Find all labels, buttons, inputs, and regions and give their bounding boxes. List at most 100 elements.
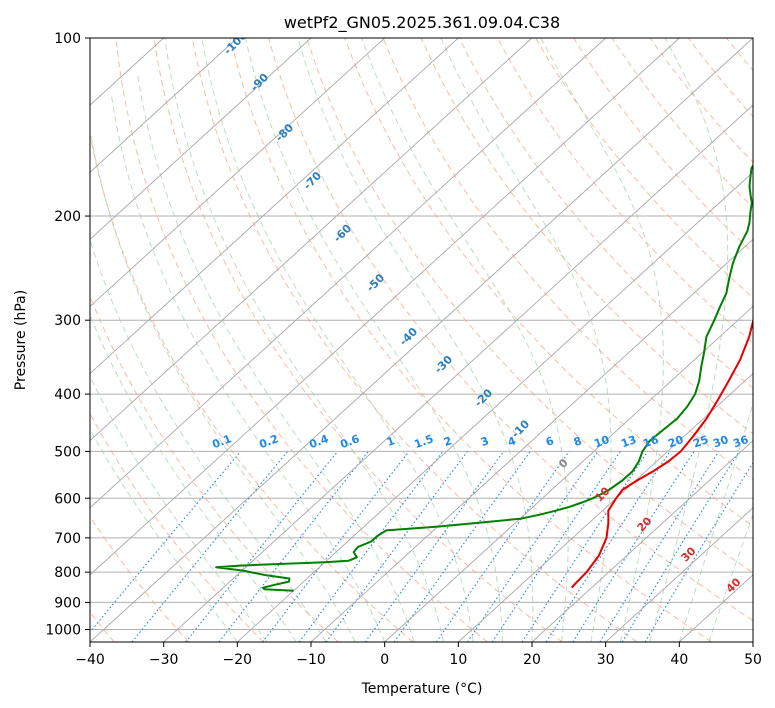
dry-adiabat xyxy=(687,38,753,118)
isotherm-line xyxy=(90,38,459,375)
y-tick-label: 700 xyxy=(54,531,81,547)
moist-adiabat-label: 20 xyxy=(635,514,655,534)
mixing-ratio-line xyxy=(467,451,599,642)
x-tick-label: 30 xyxy=(597,652,615,668)
dry-adiabat-label: -70 xyxy=(301,169,324,192)
y-tick-label: 900 xyxy=(54,595,81,611)
isotherm-line xyxy=(90,38,238,173)
mixing-ratio-line xyxy=(298,451,444,642)
dry-adiabat xyxy=(153,38,563,642)
x-axis-ticks: −40 −30 −20 −10 0 10 20 30 40 50 xyxy=(75,642,762,668)
moist-adiabat xyxy=(90,126,356,642)
y-tick-label: 600 xyxy=(54,491,81,507)
chart-title: wetPf2_GN05.2025.361.09.04.C38 xyxy=(284,13,560,33)
y-tick-label: 200 xyxy=(54,209,81,225)
mixing-ratio-line xyxy=(621,451,740,642)
plot-area: -100-90-80-70-60-50-40-30-20-10010203040… xyxy=(90,38,775,642)
isotherm-line xyxy=(90,38,385,308)
isotherm-line xyxy=(752,641,753,642)
dry-adiabat xyxy=(535,38,753,299)
dry-adiabat xyxy=(90,515,190,642)
mixing-ratio-label: 4 xyxy=(506,434,518,449)
dry-adiabat xyxy=(229,38,712,642)
dewpoint-profile-line xyxy=(215,163,753,592)
dry-adiabat-label: -30 xyxy=(432,353,455,376)
x-tick-label: 10 xyxy=(449,652,467,668)
mixing-ratio-label: 0.1 xyxy=(210,432,233,451)
y-tick-label: 1000 xyxy=(45,622,81,638)
x-tick-label: −40 xyxy=(75,652,105,668)
y-axis-ticks: 100 200 300 400 500 600 700 800 900 1000 xyxy=(45,31,90,638)
dry-adiabat xyxy=(90,132,414,642)
y-tick-label: 100 xyxy=(54,31,81,47)
dry-adiabat xyxy=(90,412,264,642)
isotherm-line xyxy=(458,372,753,642)
y-tick-label: 300 xyxy=(54,313,81,329)
mixing-ratio-lines xyxy=(90,451,753,642)
mixing-ratio-line xyxy=(325,451,468,642)
isotherm-line xyxy=(384,305,753,642)
dry-adiabat xyxy=(115,38,488,642)
moist-adiabat xyxy=(90,375,268,642)
mixing-ratio-line xyxy=(491,451,621,642)
isotherm-line xyxy=(605,507,753,642)
mixing-ratio-label: 3 xyxy=(479,434,491,449)
moist-adiabat xyxy=(708,513,753,642)
mixing-ratio-line xyxy=(545,451,671,642)
moist-adiabat xyxy=(137,73,415,642)
mixing-ratio-label: 8 xyxy=(572,434,584,449)
mixing-ratio-label: 30 xyxy=(711,433,730,451)
moist-adiabat xyxy=(361,38,569,642)
x-tick-label: 50 xyxy=(744,652,762,668)
moist-adiabat xyxy=(110,95,386,642)
isotherm-line xyxy=(90,38,533,442)
dry-adiabat-label: -50 xyxy=(364,271,387,294)
temperature-profile-line xyxy=(570,317,753,589)
mixing-ratio-line xyxy=(90,451,242,633)
moist-adiabat xyxy=(164,38,445,642)
moist-adiabat xyxy=(201,38,474,642)
dry-adiabat xyxy=(649,38,753,163)
isotherm-line xyxy=(163,104,753,642)
moist-adiabat xyxy=(540,38,664,642)
isotherm-line xyxy=(531,440,753,642)
isotherm-line xyxy=(310,238,753,642)
moist-adiabat xyxy=(440,38,612,642)
moist-adiabat xyxy=(678,401,753,642)
dry-adiabat xyxy=(268,38,753,622)
mixing-ratio-line xyxy=(572,451,695,642)
dry-adiabat xyxy=(765,38,775,642)
isotherm-line xyxy=(90,38,680,576)
mixing-ratio-label: 10 xyxy=(592,433,611,451)
y-tick-label: 500 xyxy=(54,444,81,460)
mixing-ratio-label: 1.5 xyxy=(412,432,435,451)
mixing-ratio-label: 0.6 xyxy=(338,432,361,451)
x-tick-label: −20 xyxy=(223,652,253,668)
dry-adiabat-label: -20 xyxy=(472,386,495,409)
mixing-ratio-line xyxy=(599,451,720,642)
dry-adiabat xyxy=(306,38,753,574)
dry-adiabat xyxy=(496,38,753,344)
isotherm-line xyxy=(90,38,312,240)
moist-adiabat xyxy=(649,38,729,642)
pressure-gridlines xyxy=(90,38,753,630)
mixing-ratio-label: 0.2 xyxy=(257,432,280,451)
mixing-ratio-line xyxy=(218,451,369,642)
mixing-ratio-label: 0.4 xyxy=(307,432,330,451)
moist-adiabats xyxy=(90,38,753,642)
dry-adiabat xyxy=(420,38,753,435)
isotherm-line xyxy=(90,38,606,509)
mixing-ratio-label: 36 xyxy=(731,433,750,451)
x-tick-label: 20 xyxy=(523,652,541,668)
sounding-series xyxy=(215,163,753,592)
mixing-ratio-label: 16 xyxy=(641,433,660,451)
dry-adiabat xyxy=(191,38,638,642)
mixing-ratio-line xyxy=(262,451,410,642)
moist-adiabat-label: 0 xyxy=(556,456,571,471)
dry-adiabat-label: -80 xyxy=(273,121,296,144)
moist-adiabat xyxy=(90,428,238,642)
isotherm-line xyxy=(90,38,753,642)
moist-adiabat-label: 30 xyxy=(679,544,699,564)
dry-adiabat xyxy=(726,38,753,72)
